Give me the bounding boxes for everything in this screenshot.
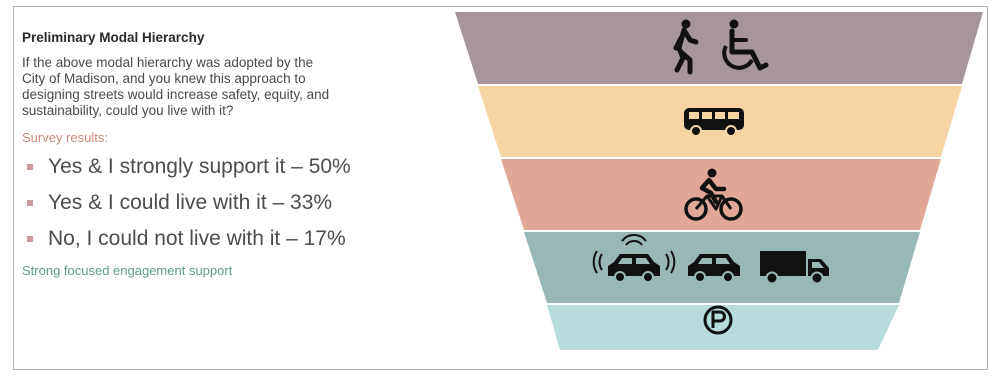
pedestrian-icon <box>673 19 699 75</box>
result-item: No, I could not live with it – 17% <box>22 221 452 257</box>
result-text: Yes & I could live with it – 33% <box>48 191 333 214</box>
truck-icon <box>760 251 829 285</box>
info-panel: Preliminary Modal Hierarchy If the above… <box>22 30 452 278</box>
car-icon <box>688 254 740 283</box>
parking-icon <box>703 305 733 335</box>
result-item: Yes & I could live with it – 33% <box>22 185 452 221</box>
bullet-icon <box>27 236 33 242</box>
question-line: designing streets would increase safety,… <box>22 87 330 102</box>
band-level-5 <box>547 305 899 350</box>
bus-icon <box>684 108 744 137</box>
result-item: Yes & I strongly support it – 50% <box>22 149 452 185</box>
bicycle-icon <box>684 168 743 221</box>
bullet-icon <box>27 200 33 206</box>
engagement-note: Strong focused engagement support <box>22 263 233 278</box>
panel-title: Preliminary Modal Hierarchy <box>22 30 205 45</box>
result-text: No, I could not live with it – 17% <box>48 227 346 250</box>
connected-car-icon <box>592 234 676 283</box>
wheelchair-icon <box>722 19 769 71</box>
question-line: If the above modal hierarchy was adopted… <box>22 55 314 70</box>
bullet-icon <box>27 164 33 170</box>
survey-results-list: Yes & I strongly support it – 50% Yes & … <box>22 149 452 257</box>
band-level-1 <box>455 12 983 84</box>
funnel-bands <box>455 12 983 350</box>
question-text: If the above modal hierarchy was adopted… <box>22 55 452 119</box>
question-line: sustainability, could you live with it? <box>22 103 234 118</box>
survey-label: Survey results: <box>22 130 108 145</box>
result-text: Yes & I strongly support it – 50% <box>48 155 351 178</box>
question-line: City of Madison, and you knew this appro… <box>22 71 306 86</box>
